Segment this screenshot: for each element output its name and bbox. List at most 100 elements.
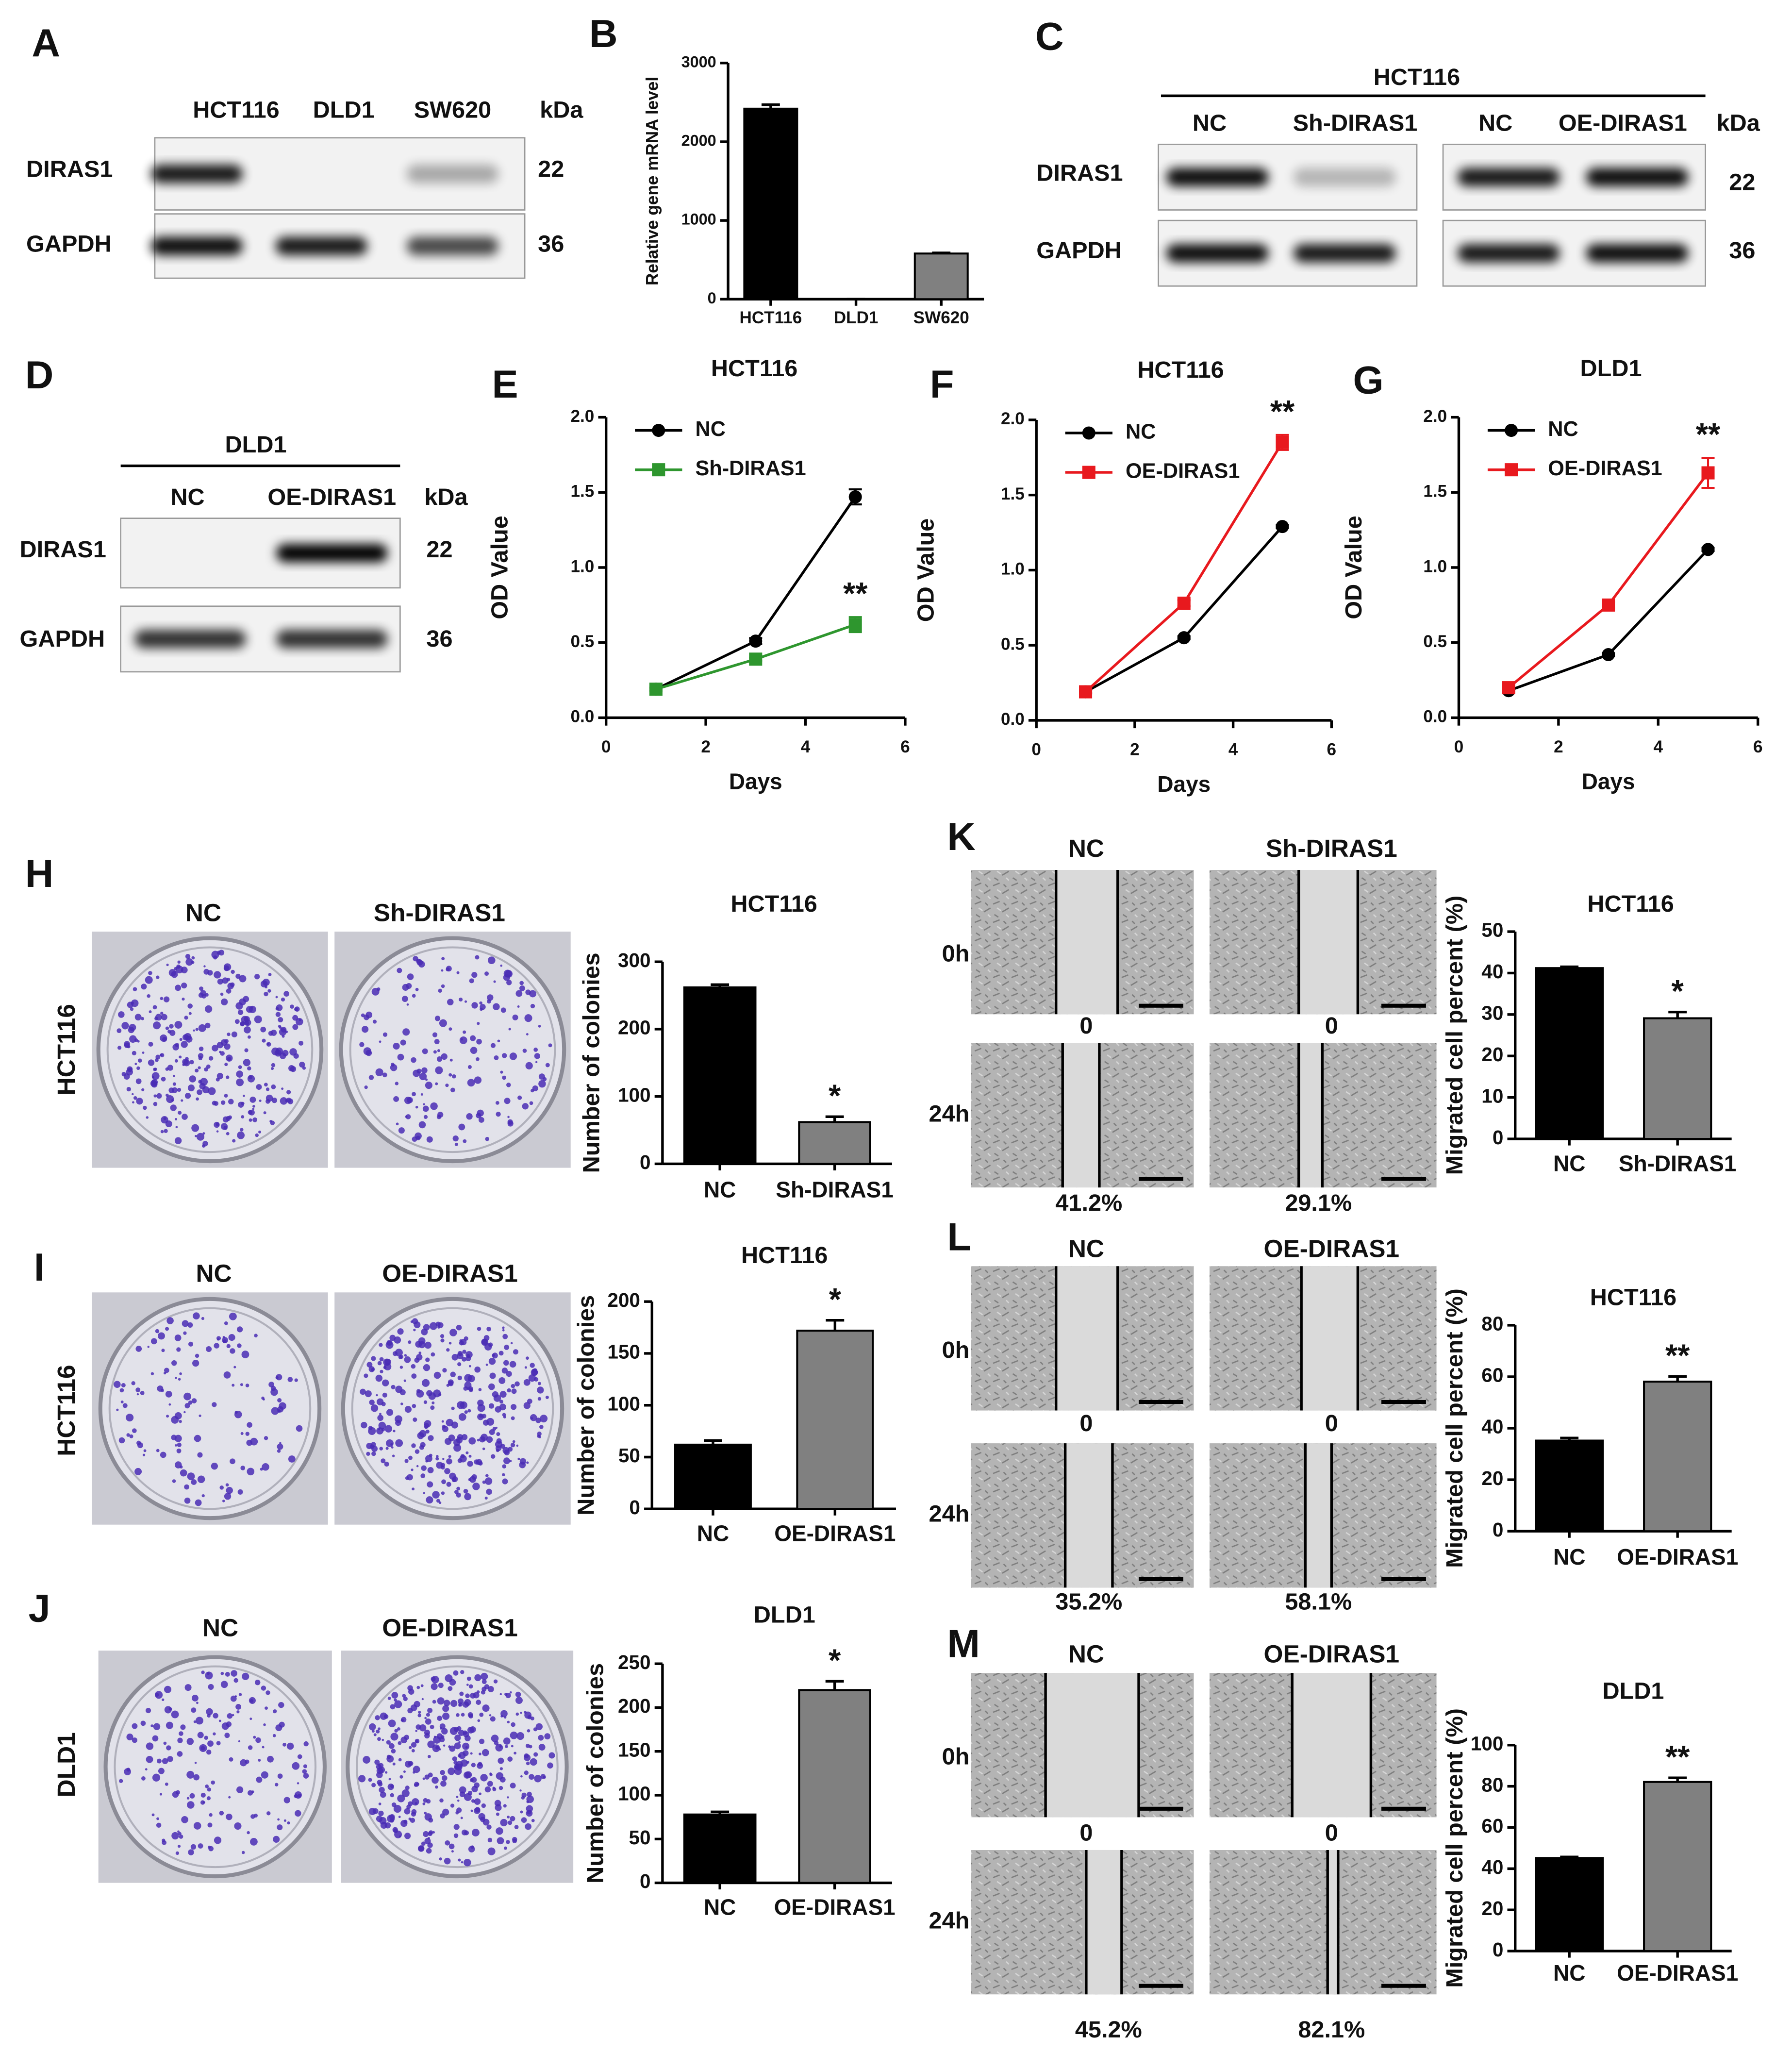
- colony: [153, 1101, 158, 1106]
- colony: [414, 1321, 421, 1328]
- colony: [383, 1358, 391, 1366]
- lane-label: NC: [1478, 110, 1512, 136]
- y-tick-label: 150: [618, 1738, 651, 1761]
- colony: [244, 1026, 251, 1034]
- colony: [199, 1083, 206, 1090]
- column-label: NC: [1068, 834, 1104, 862]
- colony: [375, 1715, 380, 1720]
- colony: [438, 1748, 441, 1751]
- error-bar: [825, 1680, 844, 1690]
- y-axis-label: Number of colonies: [579, 952, 605, 1173]
- colony: [420, 1093, 423, 1096]
- scratch-gap: [1062, 1043, 1099, 1188]
- legend-label: Sh-DIRAS1: [695, 457, 806, 480]
- colony: [431, 1401, 435, 1404]
- colony: [538, 1080, 546, 1088]
- colony: [226, 1813, 232, 1820]
- y-tick-label: 20: [1481, 1897, 1503, 1919]
- scale-bar: [1139, 1177, 1183, 1181]
- colony: [262, 1746, 265, 1749]
- colony: [403, 1696, 408, 1702]
- colony: [290, 1004, 294, 1009]
- colony: [216, 1072, 223, 1080]
- x-tick-label: OE-DIRAS1: [1617, 1544, 1738, 1569]
- colony: [134, 1063, 137, 1066]
- colony: [461, 1434, 468, 1440]
- colony: [457, 1754, 462, 1758]
- colony: [456, 971, 460, 974]
- colony: [381, 1402, 386, 1406]
- colony: [474, 1782, 480, 1788]
- colony: [153, 1094, 157, 1098]
- colony: [463, 1030, 466, 1034]
- colony: [533, 1727, 537, 1732]
- colony: [263, 1398, 265, 1401]
- x-tick-label: 2: [1554, 737, 1563, 756]
- colony: [423, 1831, 429, 1837]
- colony: [296, 1018, 303, 1026]
- x-tick-label: OE-DIRAS1: [1617, 1960, 1738, 1986]
- colony: [453, 1824, 460, 1830]
- colony: [133, 1096, 137, 1100]
- colony: [188, 1012, 192, 1015]
- colony: [424, 1811, 427, 1815]
- colony: [273, 1709, 277, 1714]
- point: [1177, 596, 1191, 610]
- column-label: NC: [202, 1614, 238, 1641]
- colony: [247, 1831, 250, 1835]
- colony: [531, 1369, 538, 1375]
- colony: [398, 1127, 405, 1134]
- colony: [391, 1692, 398, 1699]
- colony: [129, 1434, 133, 1438]
- colony: [119, 1388, 124, 1393]
- colony: [490, 1454, 496, 1459]
- colony: [502, 1326, 505, 1329]
- colony: [130, 1007, 134, 1011]
- y-axis-label: OD Value: [913, 518, 939, 622]
- colony: [511, 1404, 517, 1410]
- bar: [674, 1443, 752, 1510]
- y-tick-label: 0.5: [1001, 634, 1025, 653]
- colony: [275, 1783, 279, 1786]
- colony: [390, 1064, 398, 1071]
- colony: [229, 1312, 237, 1320]
- colony: [234, 1695, 237, 1698]
- colony: [152, 1735, 159, 1742]
- colony: [530, 1363, 535, 1368]
- legend-marker: [652, 463, 665, 477]
- colony: [405, 1476, 409, 1480]
- colony: [459, 1455, 467, 1463]
- colony: [468, 1386, 473, 1391]
- colony: [252, 1105, 255, 1108]
- colony: [502, 1075, 506, 1080]
- colony: [450, 1803, 455, 1808]
- colony: [455, 1811, 459, 1815]
- column-label: NC: [1068, 1235, 1104, 1262]
- colony: [427, 1754, 431, 1758]
- colony: [164, 1706, 172, 1714]
- scratch-gap: [1056, 870, 1118, 1015]
- colony: [193, 1822, 201, 1830]
- colony: [467, 1079, 475, 1087]
- blot-band: [1586, 168, 1689, 186]
- colony: [441, 1479, 446, 1485]
- colony: [226, 1116, 231, 1121]
- colony: [452, 1756, 457, 1762]
- colony: [544, 1733, 551, 1740]
- colony: [449, 1745, 456, 1752]
- colony: [161, 1349, 165, 1352]
- column-label: OE-DIRAS1: [1264, 1640, 1400, 1668]
- bar: [1535, 967, 1604, 1140]
- colony: [361, 1421, 367, 1429]
- colony: [453, 1670, 459, 1676]
- colony: [186, 1797, 190, 1800]
- colony: [126, 1734, 133, 1741]
- colony: [506, 1370, 512, 1377]
- panel-letter: L: [947, 1216, 971, 1259]
- colony: [195, 1135, 197, 1137]
- colony: [466, 1676, 471, 1681]
- y-tick-label: 2.0: [1001, 409, 1025, 428]
- colony: [404, 1354, 407, 1357]
- colony: [393, 1096, 399, 1102]
- y-tick-label: 1000: [681, 211, 716, 228]
